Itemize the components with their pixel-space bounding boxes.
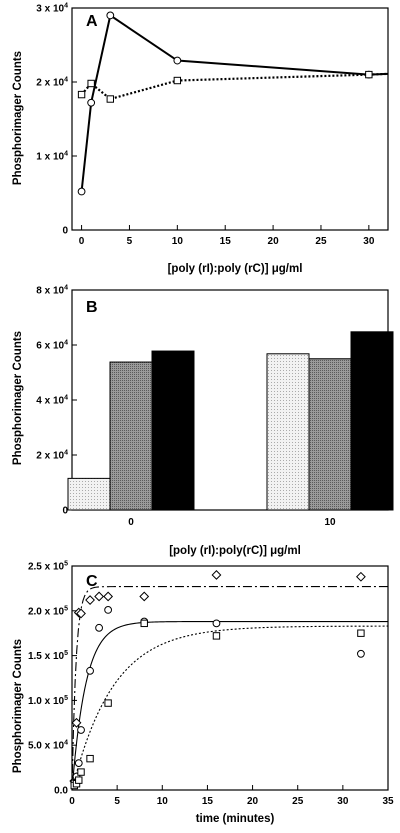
panel-c-series-1-point (86, 666, 94, 675)
panel-c-series-2-point (75, 776, 83, 784)
panel-c-series-2-point (357, 629, 365, 637)
panel-c-series-1-point (77, 726, 85, 734)
panel-c-series-0-fit (71, 586, 388, 791)
panel-c-series-1-point (104, 606, 113, 614)
panel-a-xtick-label-0: 0 (79, 236, 85, 247)
panel-a-series-1-point (77, 90, 86, 99)
panel-a-xlabel: [poly (rI):poly (rC)] μg/ml (168, 263, 303, 275)
panel-b-bar-0-1 (109, 361, 153, 511)
panel-c-xlabel: time (minutes) (196, 813, 275, 825)
panel-c-xtick-label-3: 15 (202, 796, 214, 807)
panel-b-ytick-label-3: 6 x 104 (36, 340, 68, 352)
panel-a-series-1-point (106, 95, 115, 103)
panel-c-series-0-point (356, 571, 366, 582)
panel-c-series-0-point (139, 591, 150, 602)
panel-c-series-2-point (77, 768, 85, 776)
panel-c-ylabel: Phosphorimager Counts (12, 639, 24, 773)
panel-b-ytick-label-4: 8 x 104 (36, 285, 68, 297)
panel-b-bar-10-0 (266, 353, 310, 511)
panel-b-ylabel: Phosphorimager Counts (12, 331, 24, 465)
panel-c-series-2-point (212, 632, 221, 640)
panel-c-ytick-label-3: 1.5 x 105 (28, 650, 68, 662)
panel-c-series-0-point (103, 591, 114, 602)
panel-b-ytick-label-2: 4 x 104 (36, 395, 68, 407)
panel-c-series-1-point (357, 649, 365, 658)
panel-a-xtick-label-4: 20 (268, 236, 280, 247)
panel-c-series-1-fit (71, 621, 388, 791)
panel-c-series-0-point (71, 717, 82, 728)
panel-c: C Phosphorimager Counts time (minutes) 0… (12, 561, 394, 826)
panel-a-ytick-label-0: 0 (62, 226, 68, 237)
panel-c-series-0-point (94, 591, 104, 602)
panel-a-ytick-label-1: 1 x 104 (36, 151, 68, 163)
panel-b-ytick-label-0: 0 (62, 506, 68, 517)
panel-c-series-0-point (211, 570, 222, 580)
panel-c-ytick-label-4: 2.0 x 105 (28, 605, 68, 617)
panel-b-xlabel: [poly (rI):poly(rC)] μg/ml (169, 545, 301, 557)
panel-b-bar-0-0 (67, 477, 111, 511)
panel-c-series-1-point (95, 623, 103, 632)
panel-b-bar-10-1 (308, 358, 352, 511)
panel-c-ytick-label-5: 2.5 x 105 (28, 561, 68, 573)
panel-a-series-1-line (80, 72, 389, 101)
panel-b: B Phosphorimager Counts [poly (rI):poly(… (12, 285, 394, 557)
panel-a-letter: A (86, 13, 98, 30)
panel-c-ytick-label-1: 5.0 x 104 (28, 740, 68, 752)
panel-c-series-1-point (212, 619, 221, 628)
panel-b-category-label-1: 10 (324, 517, 336, 528)
panel-a: A Phosphorimager Counts [poly (rI):poly … (12, 3, 389, 275)
panel-a-series-0-point (77, 187, 86, 196)
panel-c-xtick-label-1: 5 (114, 796, 120, 807)
panel-a-series-0-point (106, 11, 115, 20)
panel-c-xtick-label-5: 25 (292, 796, 304, 807)
panel-c-xtick-label-6: 30 (337, 796, 349, 807)
panel-a-series-0-point (173, 56, 182, 65)
panel-c-series-0-point (85, 595, 95, 605)
panel-c-xtick-label-2: 10 (157, 796, 169, 807)
panel-c-letter: C (86, 573, 98, 590)
panel-c-xtick-label-0: 0 (69, 796, 75, 807)
panel-b-letter: B (86, 299, 98, 316)
panel-b-category-label-0: 0 (128, 517, 134, 528)
panel-b-ytick-label-1: 2 x 104 (36, 450, 68, 462)
panel-a-xtick-label-3: 15 (220, 236, 232, 247)
panel-c-series-2-fit (71, 625, 388, 791)
panel-a-series-1-point (87, 79, 95, 88)
panel-a-series-0-line (80, 13, 389, 192)
panel-c-series-2-point (104, 699, 112, 707)
panel-b-bar-10-2 (350, 331, 394, 511)
panel-c-xtick-label-4: 20 (247, 796, 259, 807)
panel-c-series-2-point (86, 754, 94, 763)
panel-c-ytick-label-2: 1.0 x 105 (28, 695, 68, 707)
panel-c-ytick-label-0: 0.0 (54, 786, 68, 797)
panel-a-ylabel: Phosphorimager Counts (12, 51, 24, 185)
panel-a-xtick-label-5: 25 (315, 236, 327, 247)
panel-c-frame (71, 565, 389, 791)
panel-a-series-1-point (365, 70, 373, 79)
panel-c-series-2-point (140, 619, 148, 628)
panel-b-bar-0-2 (151, 350, 195, 511)
panel-a-frame (71, 7, 389, 231)
panel-c-xtick-label-7: 35 (382, 796, 394, 807)
panel-a-series-1-point (173, 76, 182, 85)
panel-a-xtick-label-2: 10 (172, 236, 184, 247)
panel-a-series-0-point (87, 98, 96, 107)
panel-a-xtick-label-6: 30 (363, 236, 375, 247)
panel-a-ytick-label-3: 3 x 104 (36, 3, 68, 15)
panel-c-series-0-point (76, 608, 86, 619)
panel-a-xtick-label-1: 5 (127, 236, 133, 247)
panel-a-ytick-label-2: 2 x 104 (36, 77, 68, 89)
panel-c-series-1-point (74, 759, 83, 768)
